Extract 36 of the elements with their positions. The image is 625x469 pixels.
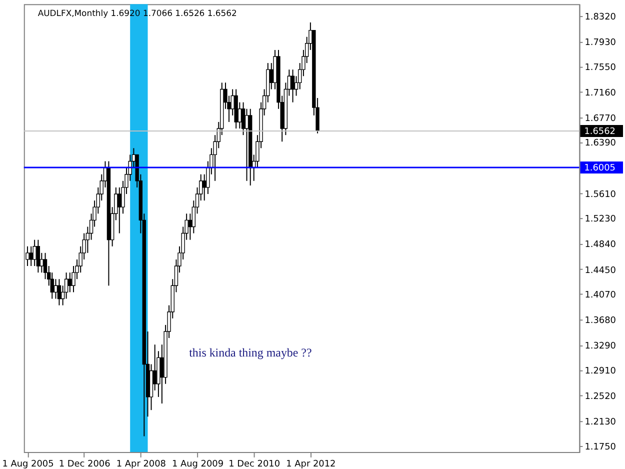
y-tick-label: 1.1750 — [584, 442, 616, 453]
y-tick-label: 1.2520 — [584, 392, 616, 402]
candlestick — [244, 108, 249, 182]
y-tick-label: 1.6770 — [584, 114, 616, 124]
ref-line-label: 1.6562 — [584, 126, 616, 137]
y-tick-label: 1.2130 — [584, 418, 616, 428]
y-tick-label: 1.5610 — [584, 190, 616, 200]
candlestick — [36, 239, 40, 274]
candlestick — [57, 278, 62, 306]
candlestick — [26, 246, 30, 267]
annotation: this kinda thing maybe ?? — [189, 345, 312, 360]
candlestick — [32, 239, 36, 267]
y-tick-label: 1.7930 — [584, 38, 616, 48]
y-tick-label: 1.4840 — [584, 240, 616, 250]
x-tick-label: 1 Aug 2009 — [172, 459, 224, 469]
ref-line-label: 1.6005 — [584, 163, 616, 174]
candlestick — [290, 69, 295, 103]
x-tick-label: 1 Aug 2005 — [2, 459, 54, 469]
y-tick-label: 1.7160 — [584, 88, 616, 98]
y-tick-label: 1.5230 — [584, 214, 616, 225]
y-tick-label: 1.3290 — [584, 342, 616, 352]
candlestick — [68, 272, 72, 293]
y-tick-label: 1.4450 — [584, 266, 616, 276]
candlestick — [54, 278, 58, 300]
y-tick-label: 1.2910 — [584, 366, 616, 377]
y-tick-label: 1.8320 — [584, 12, 616, 22]
y-tick-label: 1.6390 — [584, 138, 616, 149]
y-tick-label: 1.4070 — [584, 290, 616, 301]
y-tick-label: 1.7550 — [584, 62, 616, 73]
x-tick-label: 1 Apr 2008 — [116, 459, 166, 469]
x-tick-label: 1 Dec 2006 — [58, 459, 111, 469]
candlestick — [118, 186, 122, 234]
candlestick — [29, 246, 33, 267]
x-tick-label: 1 Apr 2012 — [286, 459, 336, 469]
y-tick-label: 1.3680 — [584, 316, 616, 326]
x-tick-label: 1 Dec 2010 — [228, 459, 280, 469]
